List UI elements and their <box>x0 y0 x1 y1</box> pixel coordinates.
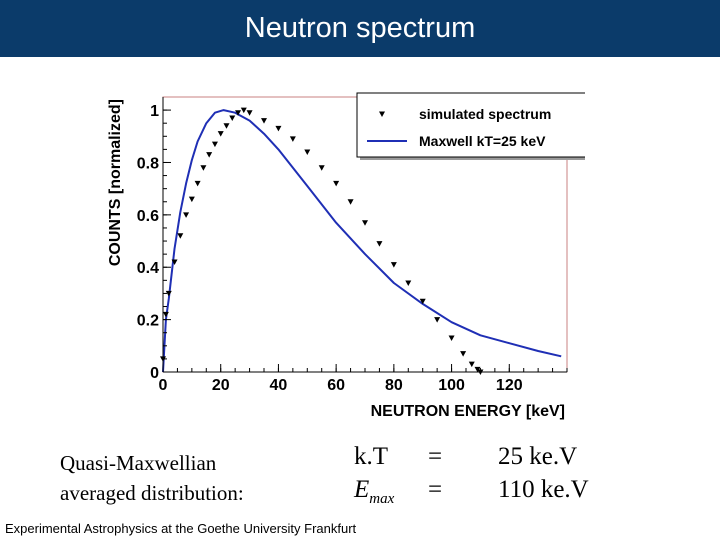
simulated-marker <box>171 259 178 265</box>
kt-symbol: k.T <box>354 443 389 470</box>
simulated-marker <box>448 335 455 341</box>
simulated-marker <box>217 131 224 137</box>
simulated-marker <box>177 233 184 239</box>
emax-equals: = <box>428 476 443 503</box>
legend-label-simulated: simulated spectrum <box>419 106 551 122</box>
simulated-marker <box>333 180 340 187</box>
simulated-marker <box>246 110 253 116</box>
kt-equals: = <box>428 443 443 470</box>
emax-subscript: max <box>369 491 395 507</box>
simulated-marker <box>211 141 218 148</box>
x-tick-label: 40 <box>270 377 288 394</box>
simulated-marker <box>165 290 172 297</box>
simulated-marker <box>434 317 441 323</box>
y-tick-label: 0.4 <box>137 260 159 277</box>
simulated-marker <box>362 220 368 226</box>
simulated-marker <box>289 136 296 142</box>
y-tick-label: 0.2 <box>137 313 159 330</box>
simulated-marker <box>468 361 475 368</box>
caption-line-2: averaged distribution: <box>60 481 244 505</box>
x-tick-label: 80 <box>385 377 403 394</box>
simulated-marker <box>188 196 195 203</box>
simulated-marker <box>376 241 383 247</box>
simulated-marker <box>261 118 267 124</box>
simulated-marker <box>240 107 247 114</box>
simulated-marker <box>200 165 207 171</box>
y-axis-title: COUNTS [normalized] <box>107 99 124 266</box>
legend-label-maxwell: Maxwell kT=25 keV <box>419 133 546 149</box>
page-title: Neutron spectrum <box>244 12 476 44</box>
chart-axes: 0 20 40 60 80 100 120 0 0.2 0.4 0.6 0.8 1 NEUTRON ENE… <box>107 97 568 420</box>
caption-line-1: Quasi-Maxwellian <box>60 451 217 475</box>
y-tick-label: 0.8 <box>137 155 159 172</box>
simulated-marker <box>275 125 282 132</box>
simulated-marker <box>304 149 311 155</box>
y-tick-label: 1 <box>150 103 159 120</box>
legend-box <box>356 92 585 158</box>
simulated-marker <box>229 115 236 121</box>
footer-text: Experimental Astrophysics at the Goethe … <box>5 521 357 536</box>
simulated-marker <box>183 212 190 218</box>
simulated-marker <box>390 262 397 268</box>
spectrum-chart: 0 20 40 60 80 100 120 0 0.2 0.4 0.6 0.8 1 NEUTRON ENE… <box>107 92 585 420</box>
distribution-caption: Quasi-Maxwellian averaged distribution: <box>60 448 244 508</box>
x-tick-label: 60 <box>327 377 345 394</box>
simulated-marker <box>223 123 230 129</box>
kt-value: 25 ke.V <box>498 443 578 470</box>
x-tick-label: 100 <box>438 377 465 394</box>
simulated-marker <box>318 165 325 171</box>
emax-symbol-letter: E <box>354 476 370 503</box>
x-tick-label: 120 <box>496 377 523 394</box>
simulated-marker <box>206 152 213 158</box>
y-tick-label: 0.6 <box>137 208 159 225</box>
x-axis-title: NEUTRON ENERGY [keV] <box>371 403 565 420</box>
title-bar <box>0 0 720 57</box>
y-tick-label: 0 <box>150 365 159 382</box>
x-tick-label: 20 <box>212 377 230 394</box>
simulated-marker <box>460 351 467 357</box>
chart-series <box>160 107 562 375</box>
simulated-marker <box>347 199 354 205</box>
simulated-marker <box>162 311 169 318</box>
legend-marker-simulated <box>379 111 385 117</box>
emax-symbol: Emax <box>354 476 394 508</box>
simulated-marker <box>235 110 242 116</box>
simulated-marker <box>194 180 201 187</box>
emax-value: 110 ke.V <box>498 476 589 503</box>
simulated-marker <box>419 298 426 305</box>
maxwell-curve <box>162 109 562 373</box>
x-tick-label: 0 <box>159 377 168 394</box>
chart-legend: simulated spectrum Maxwell kT=25 keV <box>356 92 585 160</box>
simulated-marker <box>405 280 412 286</box>
